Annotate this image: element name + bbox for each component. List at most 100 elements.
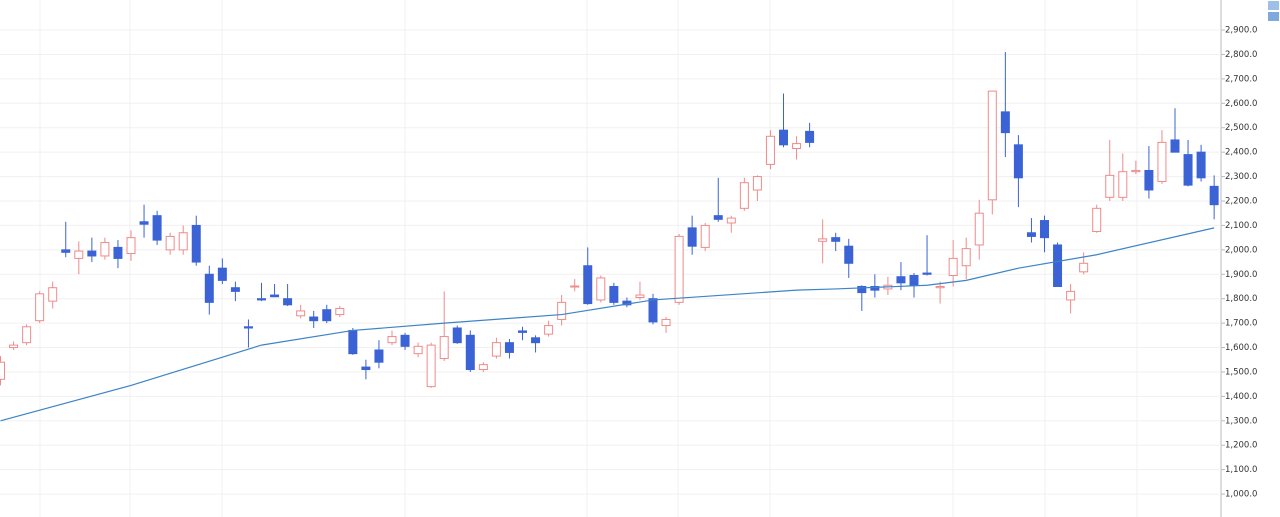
y-tick-label: 2,100.0 xyxy=(1225,221,1257,231)
candle-body xyxy=(739,182,749,209)
candle-body xyxy=(0,361,5,380)
candle-body xyxy=(544,325,554,335)
y-tick-label: 1,200.0 xyxy=(1225,441,1257,451)
candle-body xyxy=(165,235,175,251)
candle-body xyxy=(1066,290,1076,301)
candle-body xyxy=(765,135,775,165)
candle-body xyxy=(961,248,971,267)
candle-body xyxy=(491,342,501,357)
y-tick-label: 1,400.0 xyxy=(1225,392,1257,402)
candle-body xyxy=(217,267,227,281)
candle-body xyxy=(296,310,306,317)
candle-body xyxy=(922,272,932,275)
candle-body xyxy=(518,330,527,333)
candle-body xyxy=(1000,111,1010,134)
candle-body xyxy=(1040,220,1049,239)
candle-body xyxy=(531,337,541,344)
candle-body xyxy=(374,349,384,363)
candle-body xyxy=(361,366,371,371)
candle-body xyxy=(335,307,345,316)
candle-body xyxy=(87,250,97,257)
candle-body xyxy=(674,235,684,303)
moving-average-line xyxy=(0,227,1215,422)
candle-body xyxy=(322,309,332,322)
candle-body xyxy=(309,316,319,322)
y-tick-label: 1,800.0 xyxy=(1225,294,1257,304)
candle-body xyxy=(935,285,945,289)
y-tick-label: 1,700.0 xyxy=(1225,319,1257,329)
candle-body xyxy=(61,249,71,253)
y-tick-label: 2,800.0 xyxy=(1225,50,1257,60)
candle-body xyxy=(100,242,110,257)
candle-body xyxy=(465,334,475,371)
candle-body xyxy=(387,336,397,344)
candle-body xyxy=(230,287,240,292)
candle-body xyxy=(1157,141,1167,182)
candle-body xyxy=(257,298,266,301)
y-tick-label: 2,300.0 xyxy=(1225,172,1257,182)
candle-body xyxy=(152,215,162,241)
candle-body xyxy=(439,336,449,360)
candle-body xyxy=(9,344,19,349)
time-grid xyxy=(39,0,1138,517)
y-tick-label: 1,300.0 xyxy=(1225,416,1257,426)
candle-body xyxy=(779,129,788,146)
candle-body xyxy=(1144,169,1154,191)
candle-body xyxy=(857,285,867,294)
candle-body xyxy=(452,327,462,344)
candle-body xyxy=(792,143,802,149)
y-tick-label: 1,900.0 xyxy=(1225,270,1257,280)
candle-body xyxy=(570,285,580,288)
candle-body xyxy=(687,227,697,247)
scroll-down-button[interactable] xyxy=(1268,12,1279,21)
candle-body xyxy=(661,318,671,327)
candle-body xyxy=(413,345,423,355)
candle-body xyxy=(752,176,762,191)
y-tick-label: 1,000.0 xyxy=(1225,490,1257,500)
candle-body xyxy=(713,215,723,220)
candle-body xyxy=(283,298,293,306)
candle-body xyxy=(909,274,919,286)
candle-body xyxy=(22,326,32,344)
y-tick-label: 2,600.0 xyxy=(1225,99,1257,109)
y-tick-label: 2,200.0 xyxy=(1225,197,1257,207)
candle-body xyxy=(1013,144,1023,179)
candle-body xyxy=(609,285,619,303)
candle-body xyxy=(1079,262,1089,273)
candle-body xyxy=(400,334,410,347)
candle-body xyxy=(1170,139,1180,153)
candle-body xyxy=(504,342,514,353)
candle-body xyxy=(648,298,658,323)
y-tick-label: 1,500.0 xyxy=(1225,367,1257,377)
candle-body xyxy=(35,293,45,322)
candle-body xyxy=(191,224,201,263)
candle-body xyxy=(139,221,149,225)
candle-body xyxy=(831,237,841,242)
candle-body xyxy=(557,301,567,320)
scroll-up-button[interactable] xyxy=(1268,1,1279,10)
y-tick-label: 2,000.0 xyxy=(1225,245,1257,255)
candle-body xyxy=(478,364,488,371)
candle-body xyxy=(896,276,906,284)
candle-body xyxy=(1183,154,1193,186)
candle-body xyxy=(844,245,854,264)
candle-body xyxy=(204,273,214,303)
y-tick-label: 1,100.0 xyxy=(1225,465,1257,475)
candle-body xyxy=(1053,244,1063,287)
candle-body xyxy=(948,257,958,276)
candle-body xyxy=(1105,174,1115,198)
candle-body xyxy=(1092,207,1102,233)
candle-body xyxy=(1026,232,1036,237)
candle-body xyxy=(583,265,593,305)
candle-body xyxy=(126,237,136,255)
candle-body xyxy=(987,90,997,201)
candle-body xyxy=(1209,185,1219,206)
candle-body xyxy=(74,250,84,259)
candle-body xyxy=(1196,151,1206,179)
candle-body xyxy=(635,294,645,298)
candle-body xyxy=(805,130,815,143)
candle-body xyxy=(596,277,606,301)
candle-body xyxy=(270,294,280,298)
